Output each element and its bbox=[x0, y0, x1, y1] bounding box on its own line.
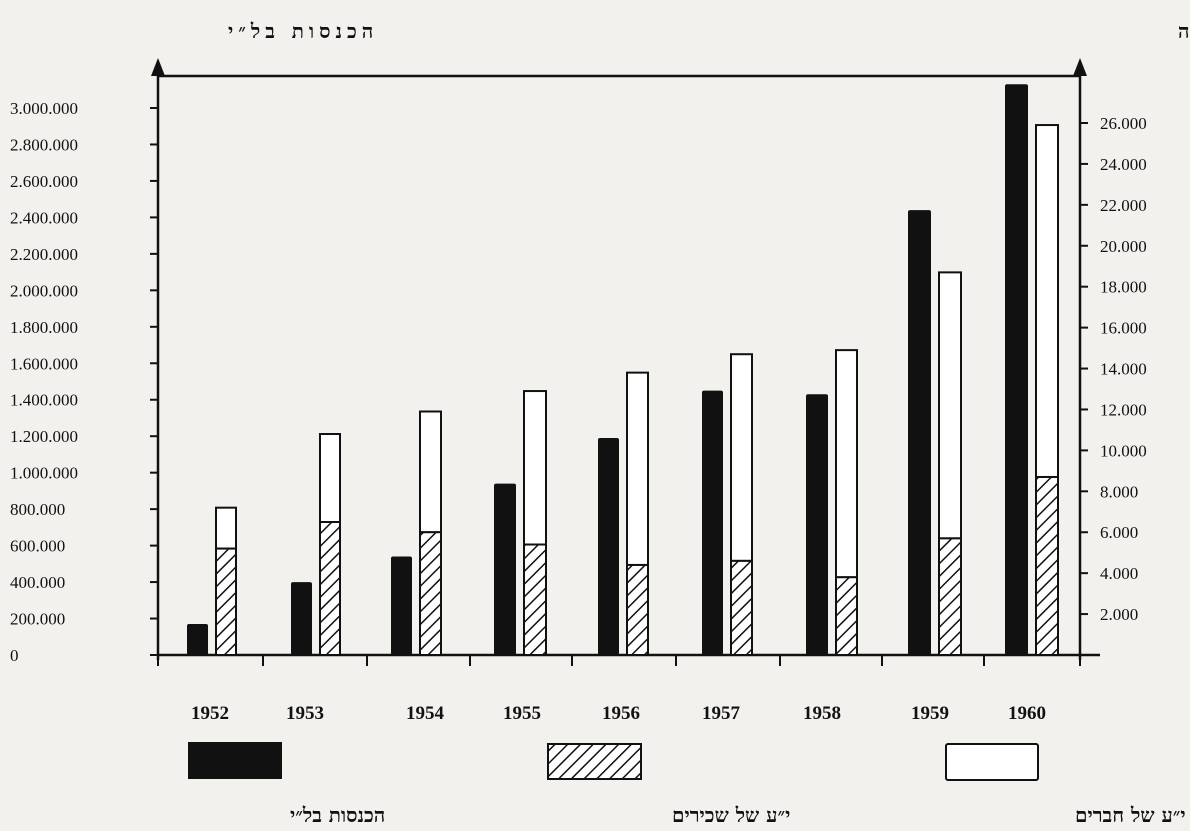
year-label: 1955 bbox=[503, 703, 541, 724]
legend-label-member-workdays: י״ע של חברים bbox=[1075, 803, 1186, 827]
left-tick-label: 0 bbox=[10, 646, 19, 665]
legend-label-hired-workdays: י״ע של שכירים bbox=[672, 803, 790, 827]
right-tick-label: 20.000 bbox=[1100, 237, 1147, 256]
year-label: 1958 bbox=[803, 703, 841, 724]
right-tick-label: 24.000 bbox=[1100, 155, 1147, 174]
bar-income bbox=[598, 438, 619, 655]
year-labels: 1952 1953 1954 1955 1956 1957 1958 1959 1960 bbox=[191, 703, 1046, 724]
bar-member-workdays bbox=[523, 390, 547, 546]
left-tick-label: 1.200.000 bbox=[10, 427, 78, 446]
bar-member-workdays bbox=[419, 410, 442, 534]
bar-member-workdays bbox=[835, 349, 858, 579]
left-tick-label: 800.000 bbox=[10, 500, 65, 519]
year-label: 1957 bbox=[702, 703, 741, 724]
bar-member-workdays bbox=[626, 371, 649, 566]
right-axis-arrow bbox=[1073, 58, 1087, 76]
left-tick-label: 400.000 bbox=[10, 573, 65, 592]
legend: הכנסות בל״י י״ע של שכירים י״ע של חברים bbox=[188, 742, 1186, 827]
left-axis-ticks: 0 200.000 400.000 600.000 800.000 1.000.000 1.… bbox=[10, 99, 158, 665]
bars bbox=[187, 84, 1059, 657]
left-tick-label: 1.800.000 bbox=[10, 318, 78, 337]
bar-hired-workdays bbox=[626, 563, 649, 657]
year-label: 1959 bbox=[911, 703, 949, 724]
bar-hired-workdays bbox=[835, 576, 858, 656]
left-tick-label: 2.400.000 bbox=[10, 208, 78, 227]
left-tick-label: 1.400.000 bbox=[10, 391, 78, 410]
legend-label-income: הכנסות בל״י bbox=[290, 803, 385, 827]
right-tick-label: 2.000 bbox=[1100, 605, 1138, 624]
bar-hired-workdays bbox=[1035, 475, 1059, 656]
legend-swatch-member-workdays bbox=[945, 743, 1039, 781]
year-label: 1952 bbox=[191, 703, 229, 724]
bar-member-workdays bbox=[1035, 124, 1059, 478]
year-label: 1960 bbox=[1008, 703, 1046, 724]
right-tick-label: 14.000 bbox=[1100, 360, 1147, 379]
bar-income bbox=[908, 210, 931, 655]
left-tick-label: 1.000.000 bbox=[10, 464, 78, 483]
bar-income bbox=[391, 556, 412, 655]
left-tick-label: 600.000 bbox=[10, 537, 65, 556]
bar-member-workdays bbox=[730, 353, 753, 562]
right-tick-label: 18.000 bbox=[1100, 278, 1147, 297]
year-label: 1954 bbox=[406, 703, 445, 724]
x-axis-ticks bbox=[157, 655, 1081, 666]
bar-member-workdays bbox=[215, 506, 237, 550]
right-tick-label: 4.000 bbox=[1100, 564, 1138, 583]
left-tick-label: 200.000 bbox=[10, 610, 65, 629]
bar-member-workdays bbox=[319, 433, 341, 523]
bar-hired-workdays bbox=[215, 547, 237, 656]
left-tick-label: 3.000.000 bbox=[10, 99, 78, 118]
bar-hired-workdays bbox=[419, 531, 442, 657]
bar-hired-workdays bbox=[523, 543, 547, 656]
right-axis-title: ימי עבודה bbox=[1178, 19, 1190, 43]
left-tick-label: 1.600.000 bbox=[10, 354, 78, 373]
left-tick-label: 2.200.000 bbox=[10, 245, 78, 264]
right-tick-label: 16.000 bbox=[1100, 319, 1147, 338]
bar-income bbox=[187, 624, 208, 655]
bar-hired-workdays bbox=[319, 521, 341, 656]
year-label: 1956 bbox=[602, 703, 640, 724]
left-axis-title: הכנסות בל״י bbox=[228, 19, 378, 43]
bar-income bbox=[702, 390, 723, 655]
bar-hired-workdays bbox=[730, 559, 753, 657]
bar-income bbox=[806, 394, 828, 655]
bar-member-workdays bbox=[938, 271, 962, 540]
legend-swatch-hired-workdays bbox=[547, 743, 642, 780]
left-tick-label: 2.600.000 bbox=[10, 172, 78, 191]
right-tick-label: 22.000 bbox=[1100, 196, 1147, 215]
right-tick-label: 10.000 bbox=[1100, 441, 1147, 460]
legend-swatch-income bbox=[188, 742, 282, 779]
right-tick-label: 12.000 bbox=[1100, 400, 1147, 419]
left-tick-label: 2.000.000 bbox=[10, 281, 78, 300]
right-tick-label: 6.000 bbox=[1100, 523, 1138, 542]
bar-income bbox=[1005, 84, 1028, 655]
bar-income bbox=[291, 582, 312, 655]
left-axis-arrow bbox=[151, 58, 165, 76]
right-tick-label: 26.000 bbox=[1100, 114, 1147, 133]
right-tick-label: 8.000 bbox=[1100, 482, 1138, 501]
bar-income bbox=[494, 483, 516, 655]
year-label: 1953 bbox=[286, 703, 324, 724]
left-tick-label: 2.800.000 bbox=[10, 135, 78, 154]
bar-hired-workdays bbox=[938, 537, 962, 656]
right-axis-ticks: 2.000 4.000 6.000 8.000 10.000 12.000 14.000 16… bbox=[1080, 114, 1147, 624]
